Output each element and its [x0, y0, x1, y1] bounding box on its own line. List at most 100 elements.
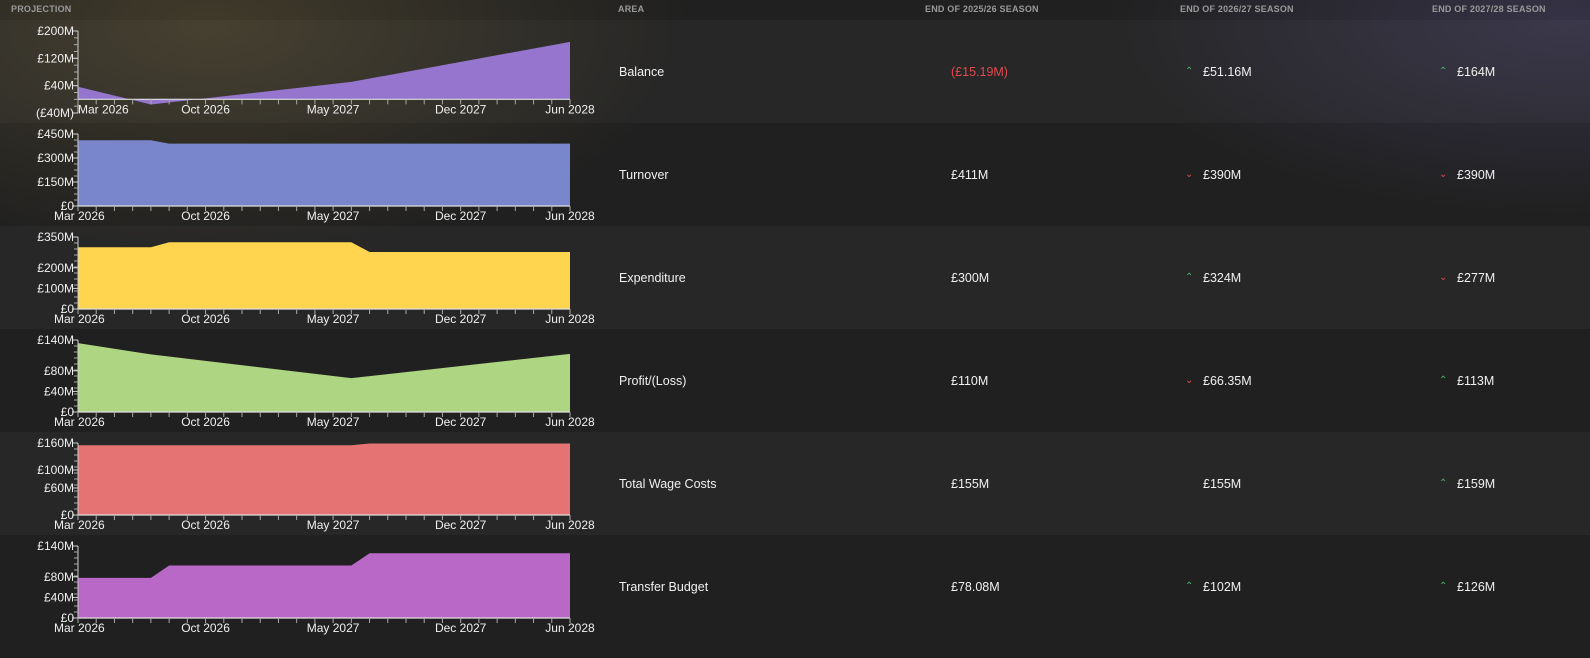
x-tick-label: Oct 2026 — [181, 102, 230, 116]
x-tick-label: May 2027 — [307, 312, 360, 326]
value-2026-27: £324M — [1203, 271, 1242, 285]
value-2026-27: £66.35M — [1203, 374, 1252, 388]
value-2026-27: £51.16M — [1203, 65, 1252, 79]
chevron-down-icon: ⌄ — [1439, 169, 1448, 180]
value-2025-26: £411M — [951, 168, 989, 182]
y-tick-label: £60M — [44, 481, 74, 495]
y-tick-label: £0 — [61, 302, 75, 316]
value-2027-28: £113M — [1457, 374, 1495, 388]
y-tick-label: £100M — [37, 281, 74, 295]
projection-row: Profit/(Loss) £110M ⌄ £66.35M ⌃ £113M £140M £80… — [0, 329, 1590, 432]
y-tick-label: £0 — [61, 199, 75, 213]
x-tick-label: Oct 2026 — [181, 518, 230, 532]
x-tick-label: Jun 2028 — [545, 102, 595, 116]
value-2027-28: £390M — [1457, 168, 1496, 182]
header-season-2026-27: END OF 2026/27 SEASON — [1180, 4, 1294, 14]
series-area — [78, 140, 570, 206]
value-2026-27: £102M — [1203, 580, 1242, 594]
x-tick-label: Oct 2026 — [181, 209, 230, 223]
x-tick-label: Dec 2027 — [435, 621, 487, 635]
series-area — [78, 41, 570, 105]
x-tick-label: Jun 2028 — [545, 415, 595, 429]
y-tick-label: £160M — [37, 436, 74, 450]
x-tick-label: Mar 2026 — [54, 312, 105, 326]
chevron-up-icon: ⌃ — [1185, 581, 1194, 592]
y-tick-label: £140M — [37, 333, 74, 347]
x-tick-label: Jun 2028 — [545, 312, 595, 326]
y-tick-label: £120M — [37, 51, 74, 65]
y-tick-label: £40M — [44, 79, 74, 93]
chevron-down-icon: ⌄ — [1439, 272, 1448, 283]
x-tick-label: Jun 2028 — [545, 621, 595, 635]
x-tick-label: Dec 2027 — [435, 209, 487, 223]
chevron-up-icon: ⌃ — [1439, 478, 1448, 489]
x-tick-label: Dec 2027 — [435, 102, 487, 116]
x-tick-label: Mar 2026 — [78, 102, 129, 116]
x-tick-label: May 2027 — [307, 102, 360, 116]
header-season-2027-28: END OF 2027/28 SEASON — [1432, 4, 1546, 14]
value-2027-28: £159M — [1457, 477, 1496, 491]
projection-row: Total Wage Costs £155M £155M ⌃ £159M £160M £10… — [0, 432, 1590, 535]
chevron-up-icon: ⌃ — [1439, 375, 1448, 386]
series-area — [78, 242, 570, 309]
x-tick-label: Dec 2027 — [435, 518, 487, 532]
area-label: Transfer Budget — [619, 580, 709, 594]
series-area — [78, 553, 570, 618]
value-2025-26: £300M — [951, 271, 990, 285]
y-tick-label: £80M — [44, 364, 74, 378]
area-label: Total Wage Costs — [619, 477, 717, 491]
y-tick-label: £450M — [37, 127, 74, 141]
x-tick-label: Dec 2027 — [435, 312, 487, 326]
value-2027-28: £126M — [1457, 580, 1496, 594]
projection-row: Turnover £411M ⌄ £390M ⌄ £390M £450M £300M £150M… — [0, 123, 1590, 226]
y-tick-label: £300M — [37, 151, 74, 165]
chevron-down-icon: ⌄ — [1185, 169, 1194, 180]
area-label: Turnover — [619, 168, 669, 182]
x-tick-label: Mar 2026 — [54, 621, 105, 635]
y-tick-label: (£40M) — [36, 106, 74, 120]
value-2025-26: £110M — [951, 374, 989, 388]
projection-row: Balance (£15.19M) ⌃ £51.16M ⌃ £164M £200M £120M… — [0, 20, 1590, 123]
value-2026-27: £155M — [1203, 477, 1242, 491]
chevron-up-icon: ⌃ — [1439, 66, 1448, 77]
value-2025-26: £78.08M — [951, 580, 1000, 594]
x-tick-label: Oct 2026 — [181, 621, 230, 635]
y-tick-label: £0 — [61, 611, 75, 625]
x-tick-label: Oct 2026 — [181, 312, 230, 326]
area-label: Expenditure — [619, 271, 686, 285]
projection-row: Transfer Budget £78.08M ⌃ £102M ⌃ £126M £140M £… — [0, 535, 1590, 638]
chevron-down-icon: ⌄ — [1185, 375, 1194, 386]
x-tick-label: Dec 2027 — [435, 415, 487, 429]
x-tick-label: Mar 2026 — [54, 518, 105, 532]
x-tick-label: May 2027 — [307, 518, 360, 532]
series-area — [78, 443, 570, 515]
x-tick-label: May 2027 — [307, 415, 360, 429]
x-tick-label: May 2027 — [307, 209, 360, 223]
y-tick-label: £140M — [37, 539, 74, 553]
chevron-up-icon: ⌃ — [1439, 581, 1448, 592]
y-tick-label: £200M — [37, 24, 74, 38]
y-tick-label: £150M — [37, 175, 74, 189]
header-area: AREA — [618, 4, 645, 14]
value-2025-26: £155M — [951, 477, 990, 491]
y-tick-label: £100M — [37, 463, 74, 477]
area-label: Profit/(Loss) — [619, 374, 687, 388]
x-tick-label: May 2027 — [307, 621, 360, 635]
chevron-up-icon: ⌃ — [1185, 66, 1194, 77]
projection-row: Expenditure £300M ⌃ £324M ⌄ £277M £350M £200M £1… — [0, 226, 1590, 329]
y-tick-label: £200M — [37, 261, 74, 275]
chevron-up-icon: ⌃ — [1185, 272, 1194, 283]
header-season-2025-26: END OF 2025/26 SEASON — [925, 4, 1039, 14]
y-tick-label: £40M — [44, 384, 74, 398]
series-area — [78, 343, 570, 412]
value-2027-28: £164M — [1457, 65, 1496, 79]
value-2026-27: £390M — [1203, 168, 1242, 182]
value-2027-28: £277M — [1457, 271, 1496, 285]
x-tick-label: Jun 2028 — [545, 518, 595, 532]
x-tick-label: Jun 2028 — [545, 209, 595, 223]
